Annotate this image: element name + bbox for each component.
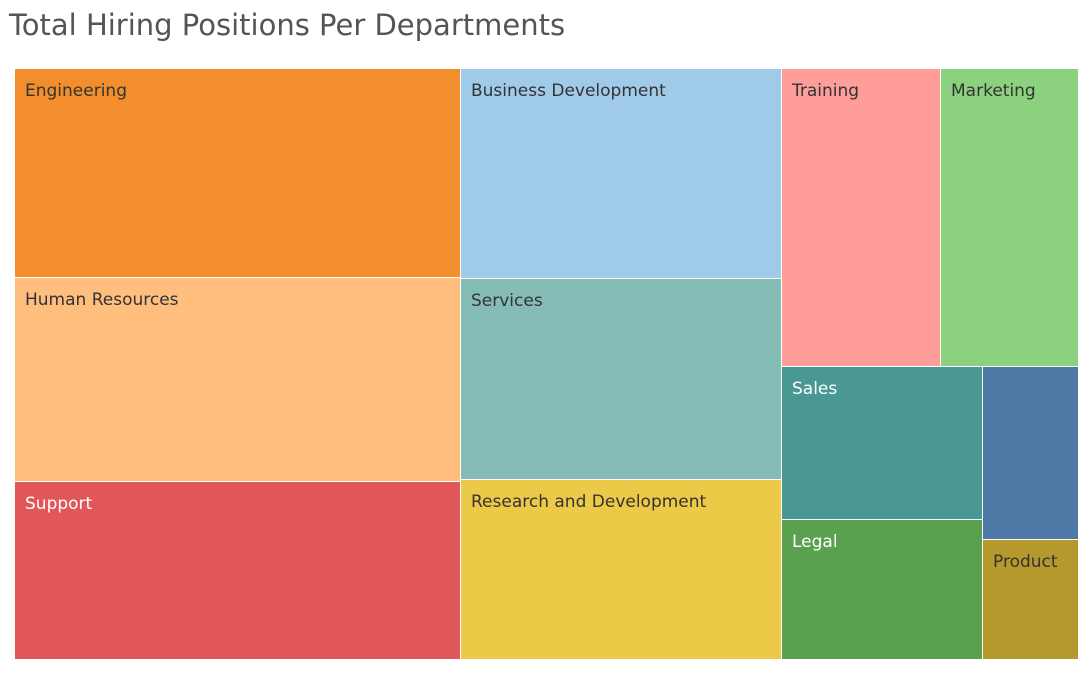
tile-marketing[interactable]: Marketing [940,68,1079,367]
chart-title: Total Hiring Positions Per Departments [9,8,566,42]
tile-unlabeled[interactable] [982,366,1079,540]
tile-engineering[interactable]: Engineering [14,68,461,278]
tile-label-research-and-development: Research and Development [471,492,707,512]
tile-legal[interactable]: Legal [781,519,983,660]
tile-label-training: Training [792,81,860,101]
tile-research-and-development[interactable]: Research and Development [460,479,782,660]
tile-human-resources[interactable]: Human Resources [14,277,461,482]
tile-business-development[interactable]: Business Development [460,68,782,279]
tile-training[interactable]: Training [781,68,941,367]
tile-label-support: Support [25,494,93,514]
tile-label-human-resources: Human Resources [25,290,179,310]
tile-label-marketing: Marketing [951,81,1036,101]
tile-label-business-development: Business Development [471,81,666,101]
tile-services[interactable]: Services [460,278,782,480]
tile-support[interactable]: Support [14,481,461,660]
tile-label-sales: Sales [792,379,838,399]
tile-label-legal: Legal [792,532,838,552]
tile-label-engineering: Engineering [25,81,127,101]
tile-sales[interactable]: Sales [781,366,983,520]
tile-label-product: Product [993,552,1058,572]
tile-label-services: Services [471,291,543,311]
tile-product[interactable]: Product [982,539,1079,660]
treemap-area: Engineering Human Resources Support Busi… [14,68,1079,660]
